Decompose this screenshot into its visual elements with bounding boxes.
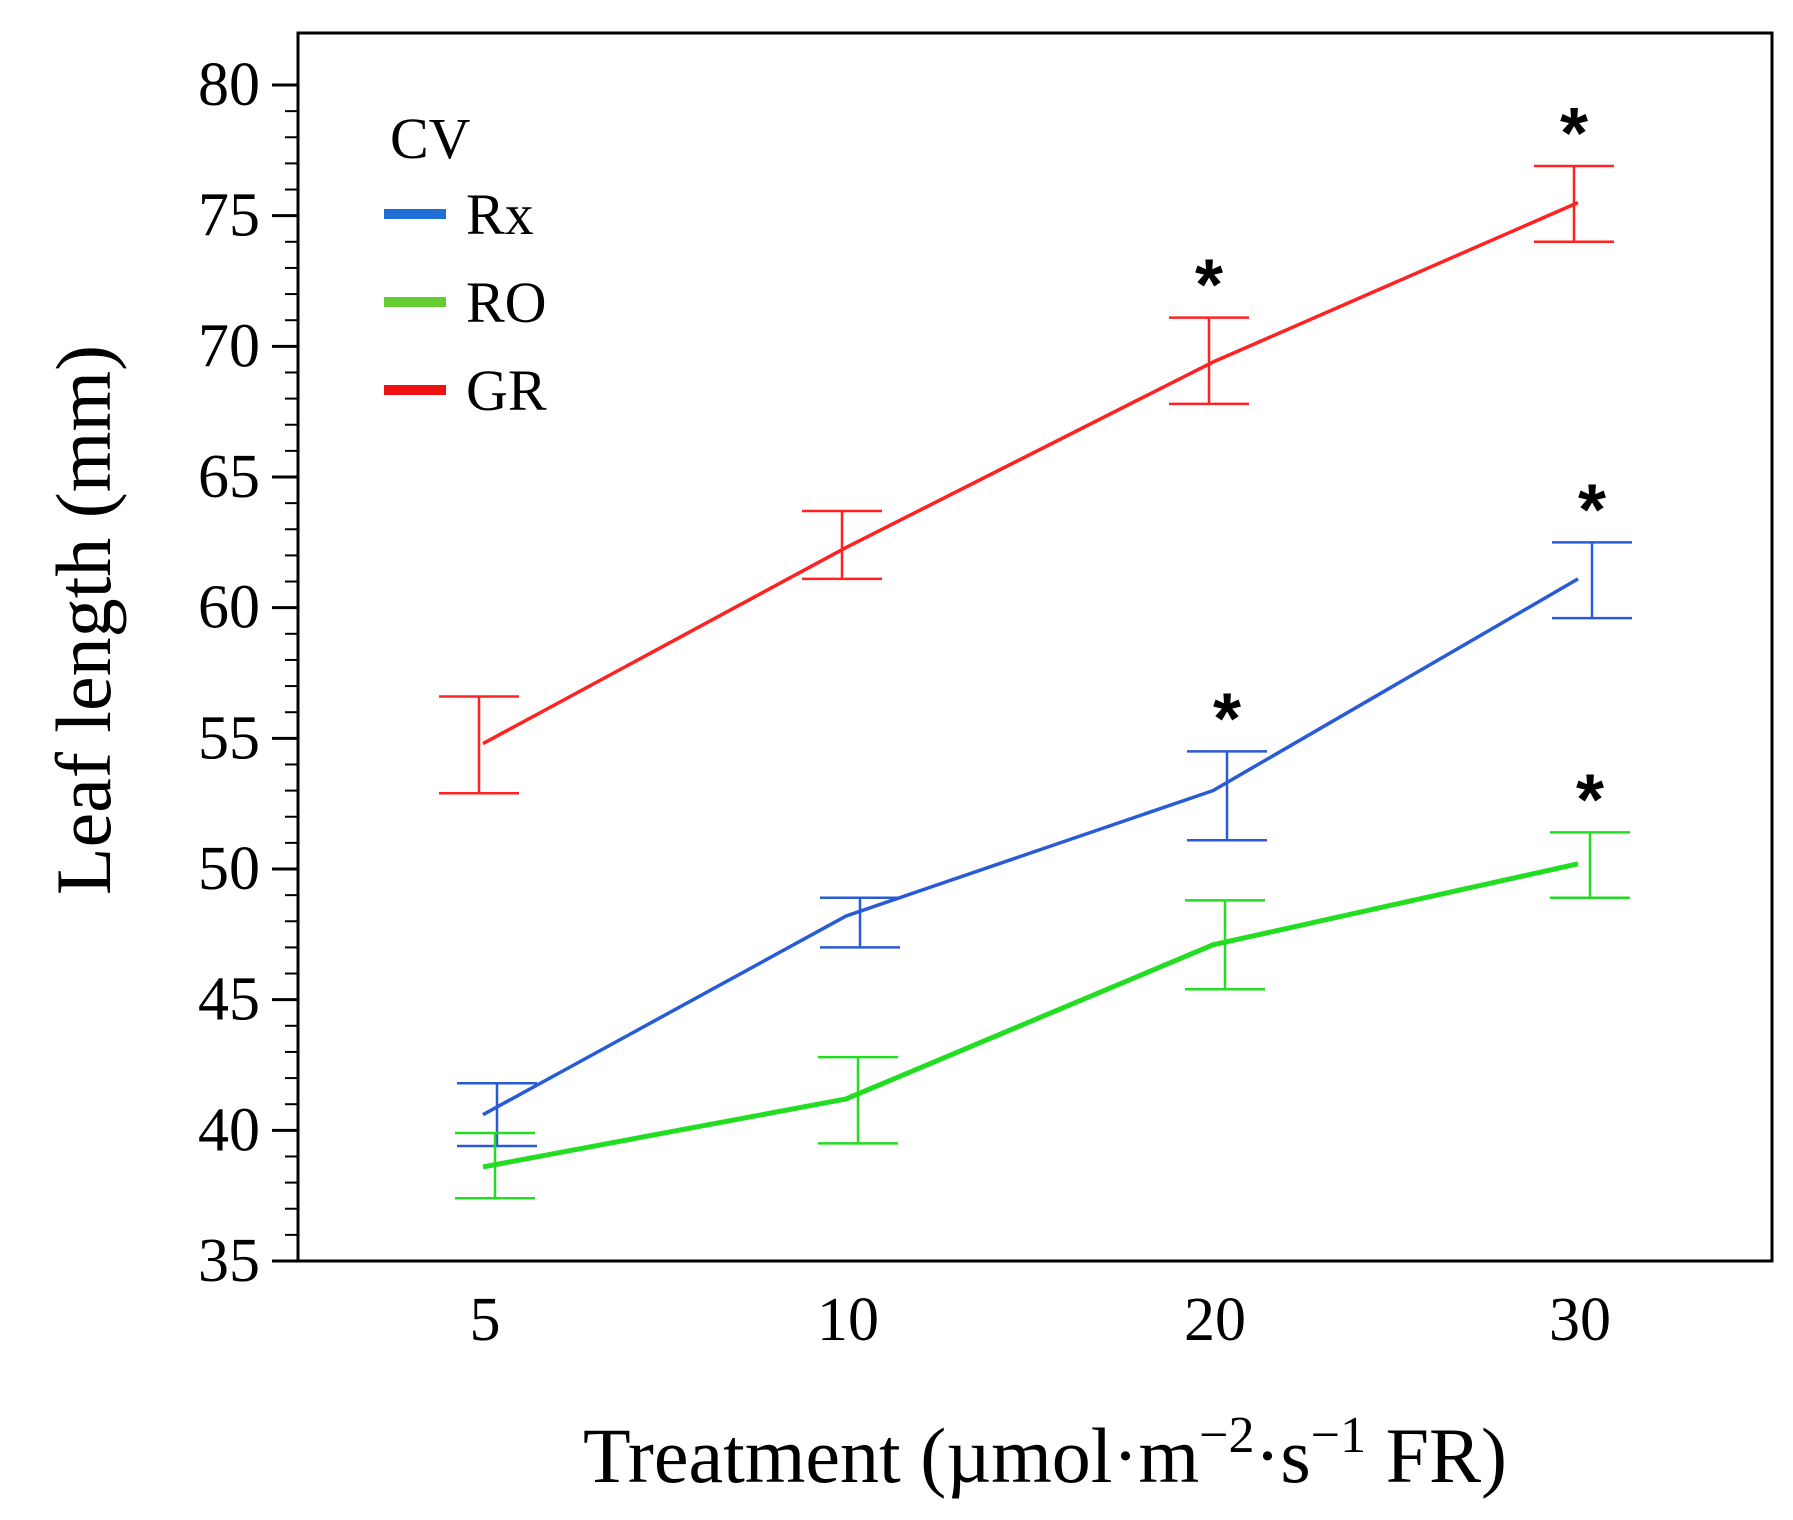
- significance-asterisk: *: [1576, 760, 1604, 840]
- legend-swatch-gr: [384, 385, 446, 395]
- legend-label-rx: Rx: [466, 182, 534, 247]
- x-axis-title: Treatment (µmol·m−2·s−1 FR): [583, 1407, 1507, 1499]
- y-tick-label: 55: [198, 704, 260, 772]
- x-axis-title-sup1: −2: [1199, 1407, 1254, 1464]
- y-tick-label: 35: [198, 1227, 260, 1295]
- significance-asterisk: *: [1195, 246, 1223, 326]
- y-axis-title: Leaf length (mm): [40, 345, 127, 895]
- legend-swatch-rx: [384, 209, 446, 219]
- y-tick-label: 65: [198, 443, 260, 511]
- series-ro: [455, 831, 1630, 1200]
- y-axis: 35 40 45 50 55 60 65 70 75 80: [198, 51, 298, 1295]
- y-tick-label: 75: [198, 182, 260, 250]
- y-tick-label: 80: [198, 51, 260, 119]
- legend-label-gr: GR: [466, 358, 547, 423]
- legend: CV Rx RO GR: [384, 106, 547, 423]
- x-axis-title-sup2: −1: [1311, 1407, 1366, 1464]
- y-tick-label: 70: [198, 312, 260, 380]
- x-tick-label: 20: [1184, 1286, 1246, 1354]
- significance-asterisk: *: [1560, 94, 1588, 174]
- series-gr: [439, 164, 1614, 795]
- x-tick-label: 30: [1549, 1286, 1611, 1354]
- plot-frame: [296, 31, 1774, 1263]
- legend-title: CV: [390, 106, 471, 171]
- y-tick-label: 50: [198, 835, 260, 903]
- y-tick-label: 40: [198, 1096, 260, 1164]
- x-axis-title-main: Treatment (µmol·m: [583, 1412, 1199, 1499]
- series-line-rx: [482, 577, 1579, 1117]
- legend-label-ro: RO: [466, 270, 547, 335]
- x-tick-label: 10: [817, 1286, 879, 1354]
- significance-asterisk: *: [1213, 679, 1241, 759]
- significance-layer: * * * * *: [1195, 94, 1606, 840]
- x-tick-label: 5: [470, 1286, 501, 1354]
- series-line-ro: [482, 861, 1579, 1170]
- series-line-gr: [482, 200, 1579, 746]
- series-rx: [457, 541, 1632, 1148]
- significance-asterisk: *: [1578, 470, 1606, 550]
- series-layer: [439, 164, 1632, 1200]
- x-axis: 5 10 20 30: [470, 1286, 1612, 1354]
- y-tick-label: 45: [198, 966, 260, 1034]
- legend-swatch-ro: [384, 297, 446, 307]
- y-tick-label: 60: [198, 574, 260, 642]
- x-axis-title-mid: ·s: [1254, 1412, 1310, 1499]
- x-axis-title-end: FR): [1366, 1412, 1507, 1499]
